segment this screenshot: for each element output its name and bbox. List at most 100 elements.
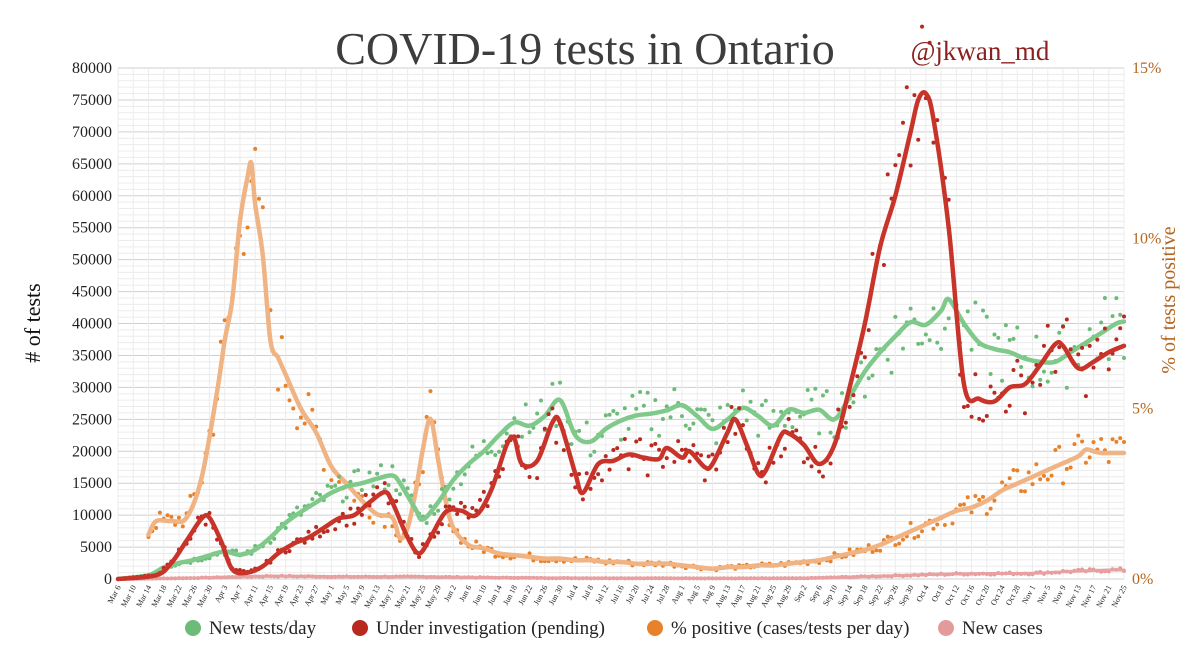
data-point: [763, 398, 768, 403]
data-point: [1049, 370, 1054, 375]
data-point: [504, 431, 509, 436]
data-point: [420, 470, 425, 475]
data-point: [710, 418, 715, 423]
data-point: [1045, 379, 1050, 384]
data-point: [493, 453, 498, 458]
data-point: [1076, 433, 1081, 438]
data-point: [1068, 347, 1073, 352]
data-point: [615, 446, 620, 451]
data-point: [626, 426, 631, 431]
data-point: [836, 407, 841, 412]
data-point: [771, 408, 776, 413]
data-point: [1057, 345, 1062, 350]
data-point: [1114, 337, 1119, 342]
data-point: [866, 376, 871, 381]
data-point: [527, 474, 532, 479]
data-point: [958, 503, 963, 508]
data-point: [779, 454, 784, 459]
data-point: [1110, 314, 1115, 319]
data-point: [634, 439, 639, 444]
data-point: [386, 501, 391, 506]
data-point: [969, 510, 974, 515]
data-point: [965, 309, 970, 314]
data-point: [828, 559, 833, 564]
data-point: [813, 386, 818, 391]
data-point: [740, 388, 745, 393]
x-tick-label: Jul 12: [593, 584, 610, 605]
data-point: [1015, 325, 1020, 330]
data-point: [900, 120, 905, 125]
data-point: [782, 446, 787, 451]
data-point: [748, 399, 753, 404]
data-point: [1030, 482, 1035, 487]
data-point: [310, 407, 315, 412]
data-point: [424, 414, 429, 419]
data-point: [352, 469, 357, 474]
data-point: [973, 493, 978, 498]
data-point: [371, 520, 376, 525]
data-point: [268, 540, 273, 545]
data-point: [287, 549, 292, 554]
data-point: [988, 384, 993, 389]
data-point: [920, 341, 925, 346]
data-point: [969, 347, 974, 352]
data-point: [916, 534, 921, 539]
data-point: [649, 443, 654, 448]
data-point: [649, 427, 654, 432]
data-point: [805, 456, 810, 461]
data-point: [546, 412, 551, 417]
data-point: [283, 383, 288, 388]
data-point: [314, 525, 319, 530]
data-point: [176, 515, 181, 520]
data-point: [527, 551, 532, 556]
data-point: [1026, 470, 1031, 475]
data-point: [653, 441, 658, 446]
data-point: [1057, 330, 1062, 335]
data-point: [622, 436, 627, 441]
y2-axis-label: % of tests positive: [1158, 226, 1180, 373]
data-point: [931, 306, 936, 311]
data-point: [173, 522, 178, 527]
data-point: [691, 443, 696, 448]
y-tick-label: 25000: [72, 411, 112, 428]
data-point: [973, 300, 978, 305]
data-point: [920, 529, 925, 534]
data-point: [523, 402, 528, 407]
x-tick-label: Jul 8: [580, 584, 595, 602]
data-point: [1034, 462, 1039, 467]
data-point: [538, 398, 543, 403]
data-point: [1022, 489, 1027, 494]
data-point: [737, 406, 742, 411]
data-point: [1019, 373, 1024, 378]
data-point: [154, 525, 159, 530]
data-point: [519, 434, 524, 439]
data-point: [337, 474, 342, 479]
data-point: [603, 413, 608, 418]
data-point: [1064, 385, 1069, 390]
data-point: [405, 486, 410, 491]
data-point: [981, 418, 986, 423]
data-point: [840, 391, 845, 396]
y-tick-label: 80000: [72, 60, 112, 77]
data-point: [295, 426, 300, 431]
data-point: [801, 460, 806, 465]
data-point: [790, 425, 795, 430]
data-point: [1011, 336, 1016, 341]
series-1: [115, 24, 1127, 582]
data-point: [638, 390, 643, 395]
data-point: [900, 346, 905, 351]
data-point: [687, 426, 692, 431]
y-tick-label: 20000: [72, 443, 112, 460]
data-point: [1019, 489, 1024, 494]
data-point: [485, 504, 490, 509]
data-point: [977, 416, 982, 421]
legend-label: New tests/day: [209, 618, 317, 639]
data-point: [950, 521, 955, 526]
data-point: [439, 486, 444, 491]
data-point: [481, 489, 486, 494]
data-point: [733, 431, 738, 436]
data-point: [497, 449, 502, 454]
data-point: [337, 480, 342, 485]
chart-title: COVID-19 tests in Ontario: [335, 23, 835, 74]
